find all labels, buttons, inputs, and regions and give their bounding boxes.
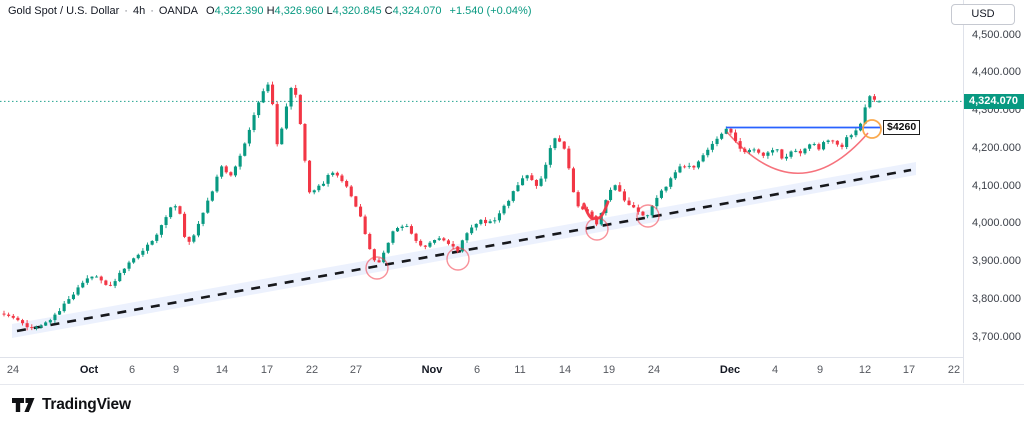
time-axis-tick: 6 [128, 364, 136, 376]
candlestick-chart[interactable] [0, 0, 963, 357]
ohlc-item: C4,324.070 [384, 5, 442, 17]
time-axis[interactable]: 24 Oct 6 9 14 17 22 27 Nov 6 11 14 19 24 Dec 4 9 12 17 22 [0, 357, 1024, 385]
time-axis-tick: 6 [473, 364, 481, 376]
price-axis-tick: 3,900.000 [972, 255, 1021, 267]
bounce-mark[interactable] [582, 200, 610, 221]
time-axis-tick: 11 [514, 364, 526, 376]
symbol-legend[interactable]: Gold Spot / U.S. Dollar · 4h · OANDA O4,… [8, 5, 531, 17]
ohlc-item: O4,322.390 [206, 5, 264, 17]
interval-label[interactable]: 4h [132, 5, 146, 17]
price-axis-tick: 3,700.000 [972, 330, 1021, 343]
resistance-price-tag[interactable]: $4260 [883, 120, 921, 135]
price-axis-tick: 4,400.000 [972, 66, 1021, 79]
time-axis-tick: 17 [260, 364, 274, 376]
candles [2, 81, 881, 331]
time-axis-tick: Nov [421, 364, 443, 376]
chart-pane[interactable] [0, 0, 963, 357]
time-axis-tick: 4 [771, 364, 779, 376]
currency-toggle-button[interactable]: USD [951, 4, 1015, 25]
legend-separator: · [150, 5, 154, 17]
tradingview-logo[interactable]: TradingView [12, 396, 131, 414]
tradingview-logo-text: TradingView [42, 396, 131, 413]
time-axis-tick: Dec [719, 364, 741, 376]
rounding-bottom-arc[interactable] [726, 131, 869, 175]
price-change: +1.540 (+0.04%) [449, 5, 532, 17]
tradingview-logo-icon [12, 397, 35, 412]
time-axis-tick: 24 [647, 364, 661, 376]
time-axis-tick: 9 [172, 364, 180, 376]
ohlc-values: O4,322.390 H4,326.960 L4,320.845 C4,324.… [206, 5, 442, 17]
ohlc-item: L4,320.845 [326, 5, 382, 17]
current-price-label: 4,324.070 [964, 93, 1024, 109]
time-axis-tick: 12 [858, 364, 872, 376]
price-axis-tick: 4,100.000 [972, 179, 1021, 192]
support-touch-circle[interactable] [636, 204, 660, 228]
breakout-circle[interactable] [862, 119, 882, 139]
time-axis-tick: 17 [902, 364, 916, 376]
price-axis[interactable]: 4,500.000 4,400.000 4,300.000 4,200.000 4,10… [963, 0, 1024, 383]
ohlc-item: H4,326.960 [266, 5, 324, 17]
support-trendline[interactable] [16, 168, 912, 333]
symbol-title[interactable]: Gold Spot / U.S. Dollar [8, 5, 120, 17]
time-axis-tick: 9 [816, 364, 824, 376]
price-axis-tick: 4,500.000 [972, 28, 1021, 41]
support-touch-circle[interactable] [446, 247, 470, 271]
time-axis-tick: 14 [215, 364, 229, 376]
time-axis-tick: 27 [349, 364, 363, 376]
price-axis-tick: 4,000.000 [972, 217, 1021, 230]
time-axis-tick: 22 [947, 364, 961, 376]
time-axis-tick: 22 [305, 364, 319, 376]
support-touch-circle[interactable] [365, 256, 389, 280]
price-axis-tick: 3,800.000 [972, 292, 1021, 305]
time-axis-tick: 24 [6, 364, 20, 376]
time-axis-tick: Oct [79, 364, 99, 376]
legend-separator: · [124, 5, 128, 17]
time-axis-tick: 19 [602, 364, 616, 376]
time-axis-tick: 14 [558, 364, 572, 376]
exchange-label: OANDA [158, 5, 198, 17]
price-axis-tick: 4,200.000 [972, 141, 1021, 154]
